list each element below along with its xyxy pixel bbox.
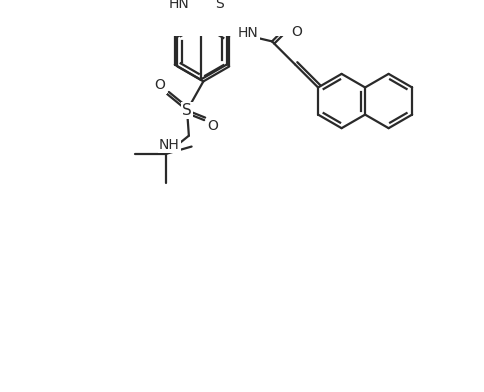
Text: O: O	[207, 120, 217, 133]
Text: HN: HN	[237, 26, 258, 40]
Text: HN: HN	[169, 0, 189, 11]
Text: S: S	[182, 103, 192, 118]
Text: O: O	[154, 78, 165, 92]
Text: NH: NH	[159, 138, 180, 151]
Text: O: O	[291, 25, 302, 39]
Text: S: S	[214, 0, 223, 11]
